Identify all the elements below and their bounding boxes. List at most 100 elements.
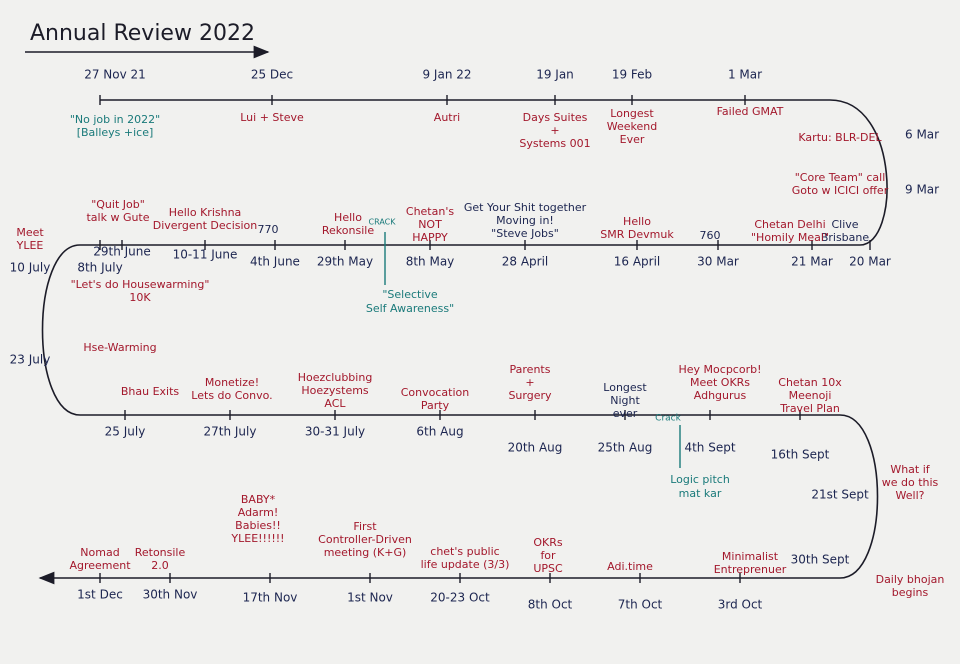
- event-date: 30 Mar: [697, 255, 739, 269]
- event-date: 20-23 Oct: [430, 591, 490, 605]
- event-label: Minimalist: [722, 550, 779, 563]
- event-label: Babies!!: [235, 519, 281, 532]
- event-label: "Steve Jobs": [491, 227, 559, 240]
- event-label: 760: [700, 229, 721, 242]
- event-date: 17th Nov: [243, 591, 298, 605]
- event-label: "Quit Job": [91, 198, 145, 211]
- event-label: 10K: [129, 291, 151, 304]
- event-date: 19 Jan: [536, 68, 574, 82]
- event-date: 16 April: [614, 255, 661, 269]
- event-label: ever: [613, 407, 638, 420]
- event-label: Travel Plan: [779, 402, 840, 415]
- event-label: Adhgurus: [694, 389, 747, 402]
- event-date: 25 July: [105, 425, 146, 439]
- event-date: 19 Feb: [612, 68, 652, 82]
- note-label: Logic pitch: [670, 473, 730, 486]
- event-label: YLEE!!!!!!: [230, 532, 284, 545]
- event-label: begins: [892, 586, 929, 599]
- event-date: 6th Aug: [416, 425, 463, 439]
- event-label: Bhau Exits: [121, 385, 180, 398]
- event-label: Chetan Delhi: [754, 218, 825, 231]
- event-date: 8th Oct: [528, 598, 573, 612]
- event-date: 9 Jan 22: [422, 68, 471, 82]
- event-label: Systems 001: [519, 137, 590, 150]
- event-date: 21 Mar: [791, 255, 833, 269]
- event-label: Retonsile: [135, 546, 186, 559]
- event-label: Hey Mocpcorb!: [679, 363, 762, 376]
- event-label: "No job in 2022": [70, 113, 160, 126]
- event-date: 9 Mar: [905, 183, 939, 197]
- event-label: Meet: [16, 226, 44, 239]
- event-label: Chetan 10x: [778, 376, 842, 389]
- event-date: 1st Dec: [77, 588, 123, 602]
- event-label: Kartu: BLR-DEL: [798, 131, 882, 144]
- event-label: NOT: [418, 218, 442, 231]
- event-label: talk w Gute: [86, 211, 149, 224]
- event-label: Daily bhojan: [876, 573, 945, 586]
- event-label: meeting (K+G): [324, 546, 407, 559]
- event-date: 10-11 June: [173, 248, 238, 262]
- event-label: Clive: [831, 218, 858, 231]
- event-label: BABY*: [241, 493, 276, 506]
- event-date: 1 Mar: [728, 68, 762, 82]
- title: Annual Review 2022: [30, 21, 255, 46]
- event-date: 7th Oct: [618, 598, 663, 612]
- event-label: Autri: [434, 111, 460, 124]
- event-date: 8th May: [406, 255, 455, 269]
- event-label: Hello: [623, 215, 651, 228]
- event-date: 29th June: [93, 245, 151, 259]
- note-label: mat kar: [679, 487, 722, 500]
- event-label: Hoezclubbing: [298, 371, 373, 384]
- event-label: Moving in!: [496, 214, 554, 227]
- event-date: 29th May: [317, 255, 373, 269]
- event-label: +: [550, 124, 559, 137]
- event-label: Monetize!: [205, 376, 259, 389]
- event-date: 3rd Oct: [718, 598, 763, 612]
- event-label: Adarm!: [238, 506, 279, 519]
- event-label: Nomad: [80, 546, 119, 559]
- note-label: CRACK: [369, 218, 397, 227]
- event-date: 4th Sept: [684, 441, 735, 455]
- event-label: Lets do Convo.: [191, 389, 272, 402]
- event-date: 30th Sept: [791, 553, 850, 567]
- event-label: Failed GMAT: [717, 105, 784, 118]
- event-label: Rekonsile: [322, 224, 374, 237]
- event-label: [Balleys +ice]: [77, 126, 154, 139]
- event-label: Ever: [620, 133, 645, 146]
- event-label: chet's public: [430, 545, 499, 558]
- event-label: Well?: [896, 489, 925, 502]
- event-label: HAPPY: [412, 231, 448, 244]
- event-label: Hello: [334, 211, 362, 224]
- note-label: Self Awareness": [366, 302, 454, 315]
- event-label: Goto w ICICI offer: [792, 184, 889, 197]
- timeline-track: [38, 99, 888, 585]
- event-label: Get Your Shit together: [464, 201, 587, 214]
- event-date: 6 Mar: [905, 128, 939, 142]
- event-label: Hello Krishna: [169, 206, 242, 219]
- event-label: Weekend: [607, 120, 657, 133]
- event-label: Divergent Decision: [153, 219, 258, 232]
- event-date: 23 July: [10, 353, 51, 367]
- event-date: 16th Sept: [771, 448, 830, 462]
- event-label: Chetan's: [406, 205, 454, 218]
- event-date: 4th June: [250, 255, 300, 269]
- event-label: Brisbane: [821, 231, 870, 244]
- event-date: 20th Aug: [508, 441, 563, 455]
- event-label: Longest: [610, 107, 654, 120]
- event-label: Longest: [603, 381, 647, 394]
- event-label: "Core Team" call: [795, 171, 886, 184]
- event-label: First: [353, 520, 377, 533]
- event-date: 8th July: [77, 261, 122, 275]
- event-label: UPSC: [533, 562, 563, 575]
- event-date: 1st Nov: [347, 591, 393, 605]
- event-date: 25 Dec: [251, 68, 293, 82]
- event-label: for: [540, 549, 556, 562]
- event-label: Agreement: [69, 559, 131, 572]
- event-label: What if: [890, 463, 930, 476]
- event-label: SMR Devmuk: [600, 228, 674, 241]
- event-label: Hoezystems: [301, 384, 369, 397]
- event-date: 27 Nov 21: [84, 68, 146, 82]
- event-date: 30-31 July: [305, 425, 365, 439]
- event-label: life update (3/3): [421, 558, 510, 571]
